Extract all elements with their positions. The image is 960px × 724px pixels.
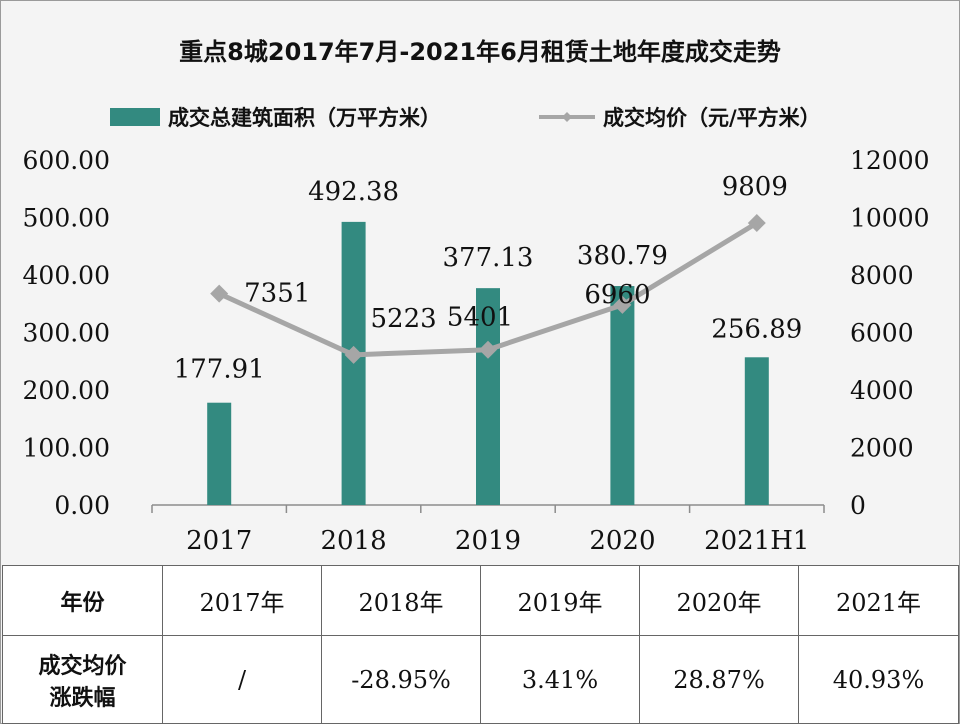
table-row-label: 成交均价 涨跌幅 bbox=[2, 635, 163, 724]
bar-data-label: 377.13 bbox=[443, 243, 534, 273]
line-data-label: 9809 bbox=[722, 172, 788, 202]
legend-label-area: 成交总建筑面积（万平方米） bbox=[168, 106, 441, 130]
y-left-tick-label: 0.00 bbox=[54, 491, 110, 520]
bar bbox=[476, 288, 500, 505]
y-left-tick-label: 300.00 bbox=[23, 319, 110, 348]
legend-item-price: 成交均价（元/平方米） bbox=[539, 102, 821, 132]
x-tick-label: 2019 bbox=[455, 526, 521, 556]
y-right-tick-label: 2000 bbox=[850, 434, 914, 463]
line-data-label: 7351 bbox=[244, 279, 310, 309]
line-data-label: 5223 bbox=[371, 304, 437, 334]
table-change-cell: 40.93% bbox=[798, 635, 959, 724]
y-right-tick-label: 6000 bbox=[850, 319, 914, 348]
plot-svg: 0.00 100.00 200.00 300.00 400.00 500.00 600.00… bbox=[23, 146, 930, 556]
y-left-tick-label: 200.00 bbox=[23, 376, 110, 405]
y-left-tick-label: 600.00 bbox=[23, 146, 110, 175]
y-right-tick-label: 8000 bbox=[850, 261, 914, 290]
bar bbox=[207, 402, 232, 505]
legend-bar-swatch bbox=[110, 108, 160, 126]
table-row-label-line2: 涨跌幅 bbox=[49, 685, 116, 711]
table-year-cell: 2018年 bbox=[321, 565, 481, 636]
table-header-label: 年份 bbox=[2, 565, 163, 636]
x-tick-label: 2017 bbox=[186, 526, 252, 556]
line-data-label: 6960 bbox=[584, 280, 650, 310]
table-change-row: 成交均价 涨跌幅 / -28.95% 3.41% 28.87% 40.93% bbox=[2, 635, 959, 724]
y-right-tick-label: 10000 bbox=[850, 204, 930, 233]
table-year-cell: 2019年 bbox=[480, 565, 640, 636]
table-change-cell: 3.41% bbox=[480, 635, 640, 724]
x-tick-label: 2020 bbox=[589, 526, 655, 556]
change-table: 年份 2017年 2018年 2019年 2020年 2021年 成交均价 涨跌… bbox=[2, 565, 959, 724]
chart-title: 重点8城2017年7月-2021年6月租赁土地年度成交走势 bbox=[179, 38, 781, 66]
table-year-cell: 2020年 bbox=[639, 565, 799, 636]
x-tick-label: 2018 bbox=[321, 526, 387, 556]
bar-data-label: 380.79 bbox=[577, 241, 668, 271]
y-right-tick-label: 0 bbox=[850, 491, 866, 520]
price-marker bbox=[210, 284, 229, 303]
y-right-tick-label: 12000 bbox=[850, 146, 930, 175]
bar-data-label: 256.89 bbox=[711, 314, 802, 344]
y-left-tick-label: 100.00 bbox=[23, 434, 110, 463]
chart-area: 重点8城2017年7月-2021年6月租赁土地年度成交走势 成交总建筑面积（万平… bbox=[2, 2, 958, 565]
y-right-tick-label: 4000 bbox=[850, 376, 914, 405]
table-change-cell: -28.95% bbox=[321, 635, 481, 724]
bar-data-label: 492.38 bbox=[308, 177, 399, 207]
line-data-label: 5401 bbox=[447, 303, 513, 333]
price-marker bbox=[613, 295, 632, 314]
y-left-tick-label: 400.00 bbox=[23, 261, 110, 290]
bar bbox=[610, 286, 635, 505]
bar bbox=[744, 357, 769, 505]
table-year-cell: 2021年 bbox=[798, 565, 959, 636]
legend-label-price: 成交均价（元/平方米） bbox=[603, 106, 821, 130]
table-change-cell: 28.87% bbox=[639, 635, 799, 724]
price-marker bbox=[747, 213, 766, 232]
table-change-cell: / bbox=[162, 635, 322, 724]
price-marker bbox=[344, 345, 363, 364]
legend-item-area: 成交总建筑面积（万平方米） bbox=[110, 102, 441, 132]
table-header-row: 年份 2017年 2018年 2019年 2020年 2021年 bbox=[2, 565, 959, 636]
legend: 成交总建筑面积（万平方米） 成交均价（元/平方米） bbox=[2, 102, 958, 132]
price-marker bbox=[479, 340, 497, 359]
y-left-tick-label: 500.00 bbox=[23, 204, 110, 233]
table-row-label-line1: 成交均价 bbox=[38, 653, 127, 679]
legend-line-swatch bbox=[539, 112, 595, 122]
table-year-cell: 2017年 bbox=[162, 565, 322, 636]
bar-data-label: 177.91 bbox=[174, 355, 265, 385]
x-tick-label: 2021H1 bbox=[704, 526, 809, 556]
